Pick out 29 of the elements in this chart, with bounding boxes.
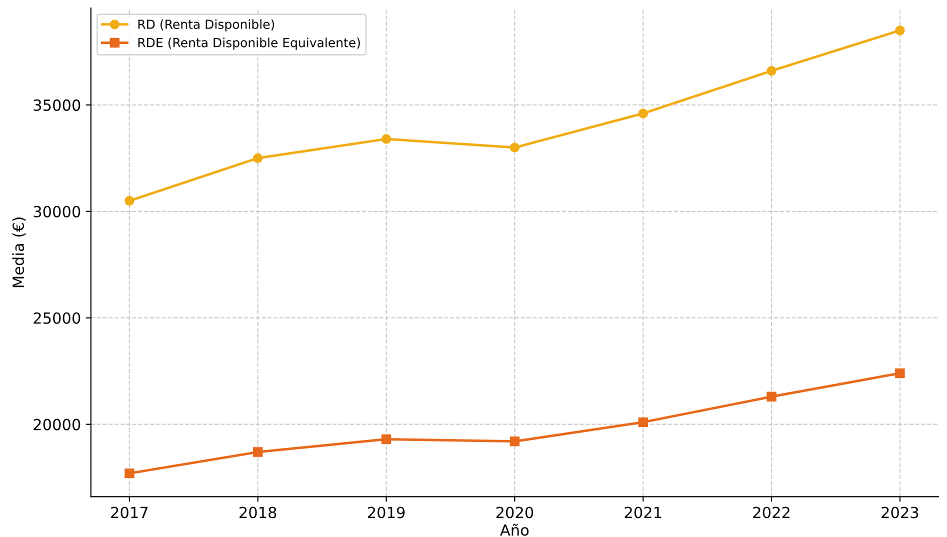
point bbox=[124, 468, 134, 478]
point bbox=[638, 417, 648, 428]
x-tick-label: 2019 bbox=[368, 506, 405, 518]
x-tick-label: 2021 bbox=[624, 506, 662, 518]
x-tick-label: 2018 bbox=[240, 506, 276, 518]
point bbox=[381, 434, 392, 444]
point bbox=[895, 26, 905, 36]
point bbox=[638, 108, 648, 118]
y-tick-label: 30000 bbox=[34, 206, 80, 218]
point bbox=[124, 196, 134, 206]
x-tick-label: 2022 bbox=[753, 506, 790, 518]
point bbox=[510, 142, 520, 152]
y-axis-title: Media (€) bbox=[12, 218, 26, 288]
point bbox=[895, 368, 905, 378]
point bbox=[766, 392, 776, 402]
x-tick-label: 2020 bbox=[496, 506, 534, 518]
point bbox=[766, 66, 776, 76]
legend-label: RD (Renta Disponible) bbox=[138, 19, 274, 32]
y-tick-label: 25000 bbox=[34, 312, 80, 324]
point bbox=[252, 153, 263, 164]
point bbox=[510, 436, 520, 446]
y-tick-label: 20000 bbox=[34, 418, 80, 430]
y-tick-label: 35000 bbox=[34, 99, 80, 111]
x-tick-label: 2017 bbox=[111, 506, 148, 518]
point bbox=[381, 134, 392, 144]
x-tick-label: 2023 bbox=[882, 506, 918, 518]
legend-label: RDE (Renta Disponible Equivalente) bbox=[138, 38, 360, 50]
point bbox=[252, 447, 263, 457]
x-axis-title: Año bbox=[500, 524, 529, 536]
